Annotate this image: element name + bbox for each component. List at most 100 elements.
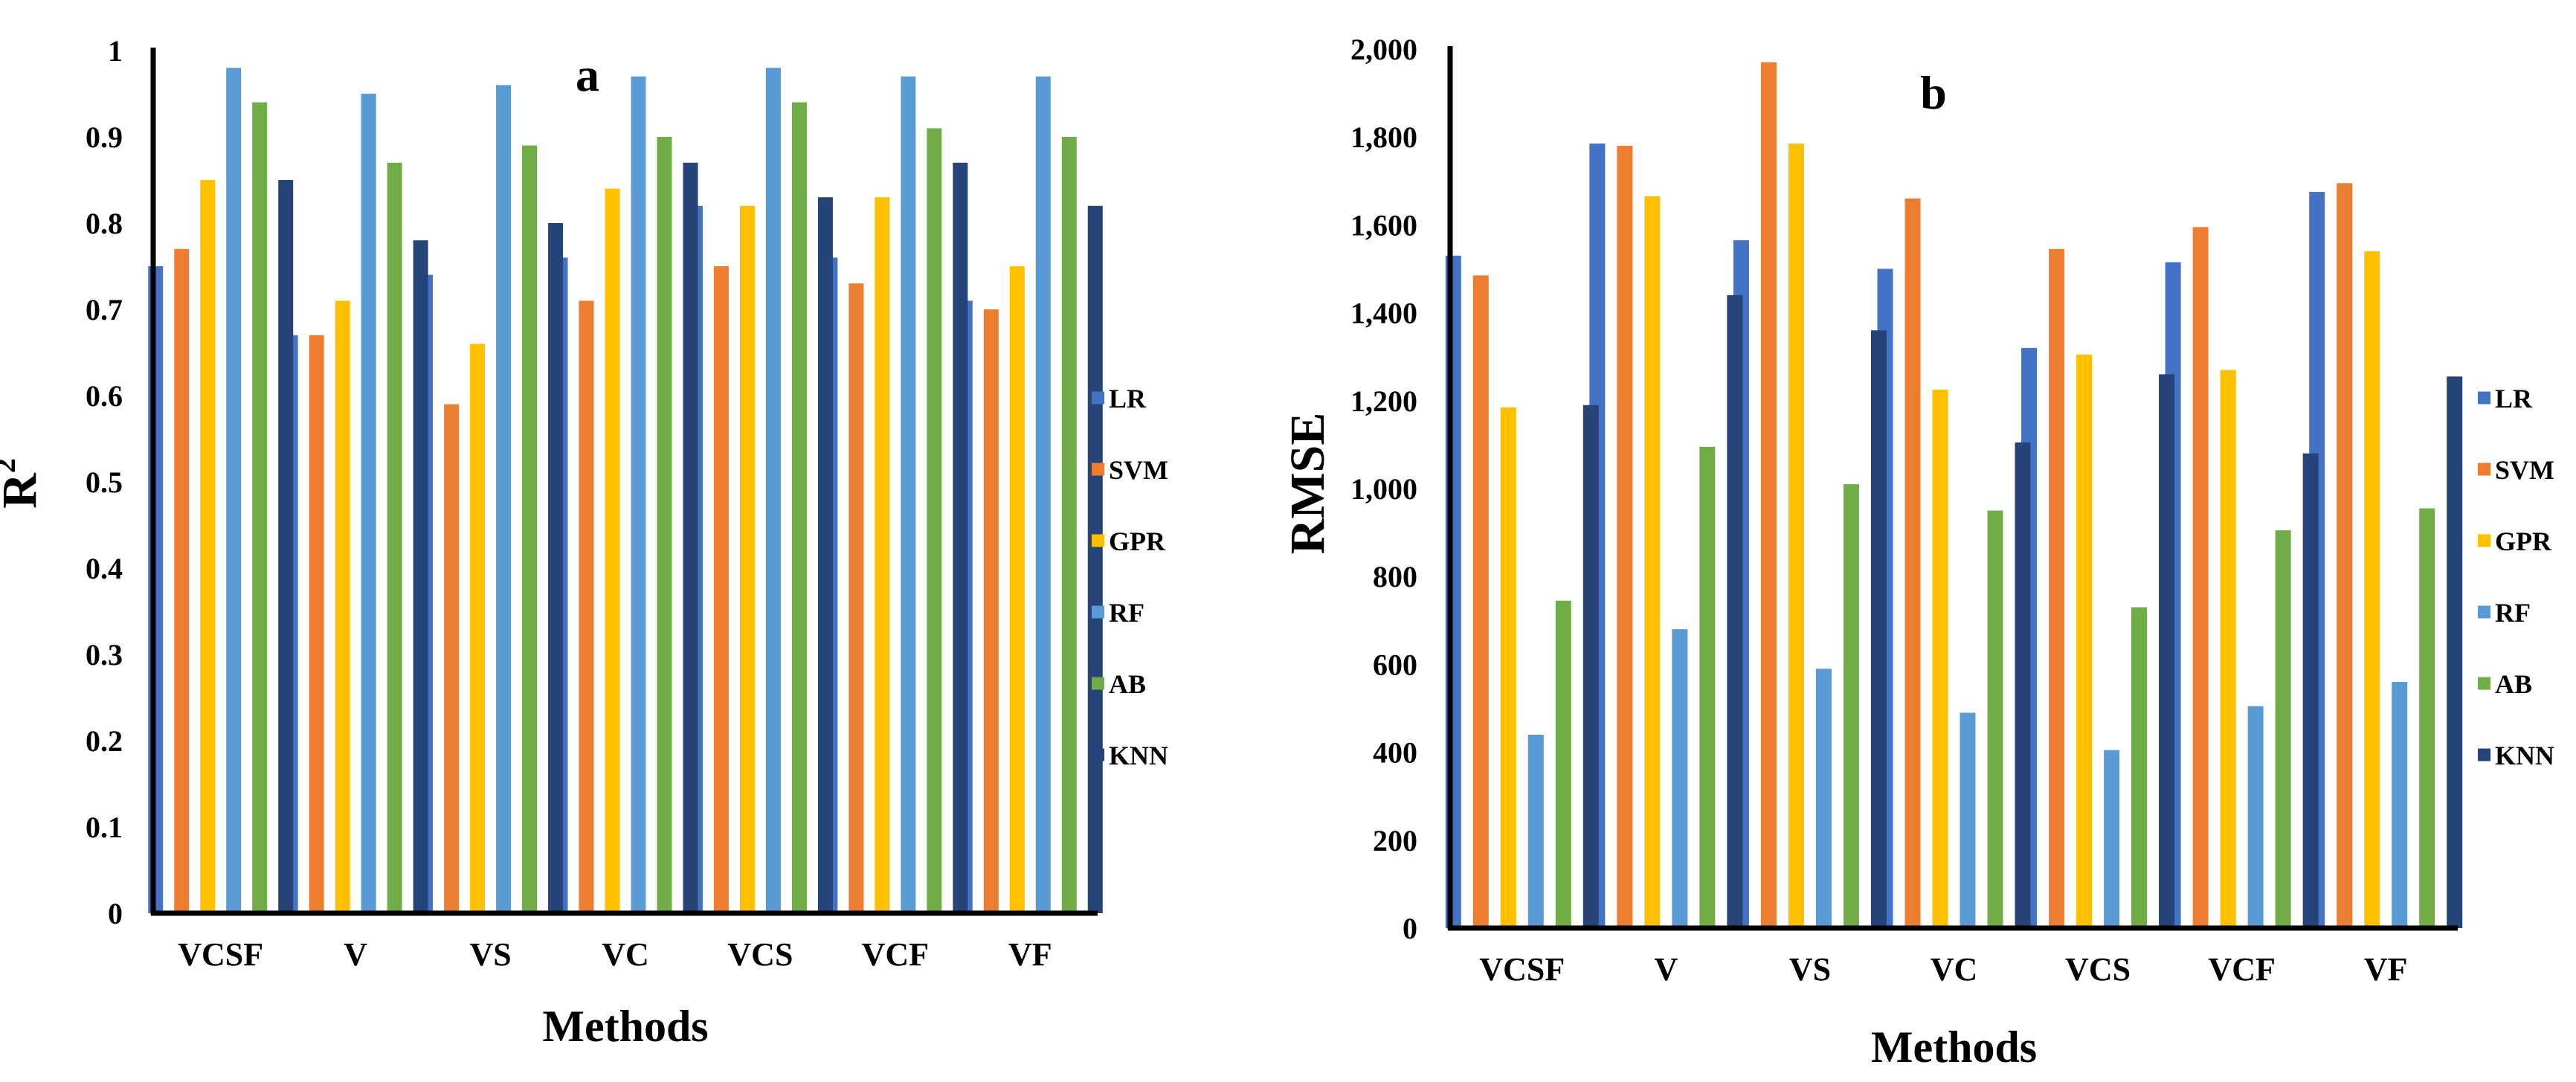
bar-rf-vf	[1035, 76, 1051, 913]
legend-swatch-knn	[2478, 748, 2490, 761]
panel-label: a	[576, 48, 599, 101]
legend-swatch-ab	[1092, 677, 1104, 690]
bar-knn-vcf	[2302, 453, 2319, 928]
x-tick-label: V	[344, 936, 367, 973]
legend-swatch-ab	[2478, 677, 2490, 690]
bar-rf-vcs	[2104, 750, 2120, 928]
y-tick-label: 0.8	[86, 207, 123, 240]
bar-svm-v	[1617, 146, 1633, 928]
bar-knn-vcs	[2159, 374, 2175, 929]
x-tick-label: VC	[1931, 951, 1978, 988]
legend-label-lr: LR	[1109, 384, 1147, 413]
bar-rf-vs	[496, 85, 512, 913]
y-axis-title: RMSE	[1281, 413, 1335, 555]
bar-rf-vc	[1960, 712, 1976, 928]
legend-label-gpr: GPR	[1109, 526, 1166, 556]
bar-ab-vf	[2419, 508, 2435, 928]
x-tick-label: VCF	[862, 936, 929, 973]
y-tick-label: 0.9	[86, 120, 123, 154]
bar-gpr-vcsf	[1500, 407, 1516, 928]
x-tick-label: VCSF	[178, 936, 263, 973]
legend-label-ab: AB	[1109, 669, 1146, 699]
x-tick-label: VC	[602, 936, 649, 973]
x-tick-label: VCSF	[1479, 951, 1565, 988]
bar-gpr-vc	[1932, 390, 1948, 928]
y-tick-label: 800	[1373, 560, 1417, 593]
y-tick-label: 0.3	[86, 638, 123, 672]
legend-swatch-lr	[1092, 391, 1104, 405]
bar-knn-vs	[1870, 330, 1887, 928]
legend-swatch-rf	[1092, 605, 1104, 619]
legend-swatch-svm	[1092, 463, 1104, 476]
bar-svm-vcsf	[1472, 275, 1489, 928]
bar-ab-vc	[1987, 510, 2003, 928]
y-tick-label: 0.1	[86, 811, 123, 844]
bar-gpr-v	[335, 300, 350, 913]
bar-gpr-vs	[470, 344, 486, 913]
bar-rf-v	[361, 94, 376, 913]
legend-swatch-knn	[1092, 748, 1104, 761]
bar-knn-vf	[2447, 376, 2463, 928]
bar-svm-vcs	[713, 266, 729, 913]
bar-svm-vs	[1760, 62, 1777, 929]
y-axis-title-superscript: 2	[0, 458, 22, 473]
bar-rf-v	[1672, 629, 1688, 928]
y-tick-label: 1,200	[1350, 384, 1417, 418]
bar-gpr-vf	[2364, 251, 2380, 928]
bar-ab-vcs	[791, 102, 807, 914]
bar-rf-vcsf	[1527, 734, 1544, 928]
bar-ab-vc	[657, 137, 672, 913]
bar-knn-vc	[683, 162, 698, 914]
bar-ab-vcf	[927, 128, 942, 913]
bar-rf-vs	[1815, 669, 1832, 928]
x-tick-label: VF	[2364, 951, 2408, 988]
bar-ab-v	[1699, 446, 1716, 928]
bar-knn-vc	[2015, 442, 2031, 928]
legend: LR SVM GPR RF AB KNN	[1092, 384, 1168, 770]
y-tick-label: 600	[1373, 648, 1417, 681]
x-tick-label: VF	[1008, 936, 1052, 973]
y-tick-label: 0	[1403, 912, 1417, 945]
y-tick-label: 1,600	[1350, 208, 1417, 242]
legend-label-knn: KNN	[2495, 741, 2554, 770]
legend-swatch-gpr	[2478, 534, 2490, 547]
legend-label-gpr: GPR	[2495, 526, 2552, 556]
bar-svm-vc	[579, 300, 594, 913]
y-tick-label: 0.4	[86, 552, 123, 585]
bar-knn-vcf	[953, 162, 968, 914]
bar-rf-vcsf	[226, 68, 242, 914]
legend-label-knn: KNN	[1109, 741, 1168, 770]
y-tick-label: 200	[1373, 824, 1417, 857]
y-tick-label: 0.2	[86, 724, 123, 758]
bar-svm-vcf	[2192, 227, 2209, 929]
bar-knn-vcs	[817, 197, 833, 913]
y-tick-label: 2,000	[1350, 33, 1417, 66]
x-tick-label: VS	[1789, 951, 1831, 988]
y-axis-title-base: R	[0, 472, 47, 509]
legend-swatch-svm	[2478, 463, 2490, 476]
bar-gpr-vcf	[875, 197, 890, 913]
y-axis-title-base: RMSE	[1281, 413, 1335, 555]
legend-label-svm: SVM	[1109, 455, 1168, 485]
x-tick-label: VCF	[2208, 951, 2275, 988]
bar-rf-vc	[631, 76, 646, 913]
bar-rf-vcf	[901, 76, 916, 913]
y-tick-label: 0	[108, 897, 123, 930]
bar-gpr-vcs	[739, 205, 755, 913]
bar-knn-v	[1727, 294, 1743, 929]
bar-ab-vf	[1061, 137, 1077, 913]
y-tick-label: 0.7	[86, 293, 123, 326]
bar-rf-vf	[2392, 682, 2408, 928]
bar-ab-vcsf	[1555, 600, 1571, 928]
bar-svm-vc	[1904, 198, 1921, 928]
legend-label-svm: SVM	[2495, 455, 2554, 485]
bar-gpr-vf	[1009, 266, 1025, 913]
bar-svm-vf	[983, 309, 999, 913]
y-tick-label: 1,000	[1350, 472, 1417, 506]
bar-gpr-v	[1644, 196, 1661, 928]
bar-svm-vcsf	[174, 248, 190, 913]
legend-label-rf: RF	[1109, 598, 1144, 628]
bar-gpr-vc	[605, 188, 620, 914]
bar-ab-vs	[1843, 484, 1859, 928]
